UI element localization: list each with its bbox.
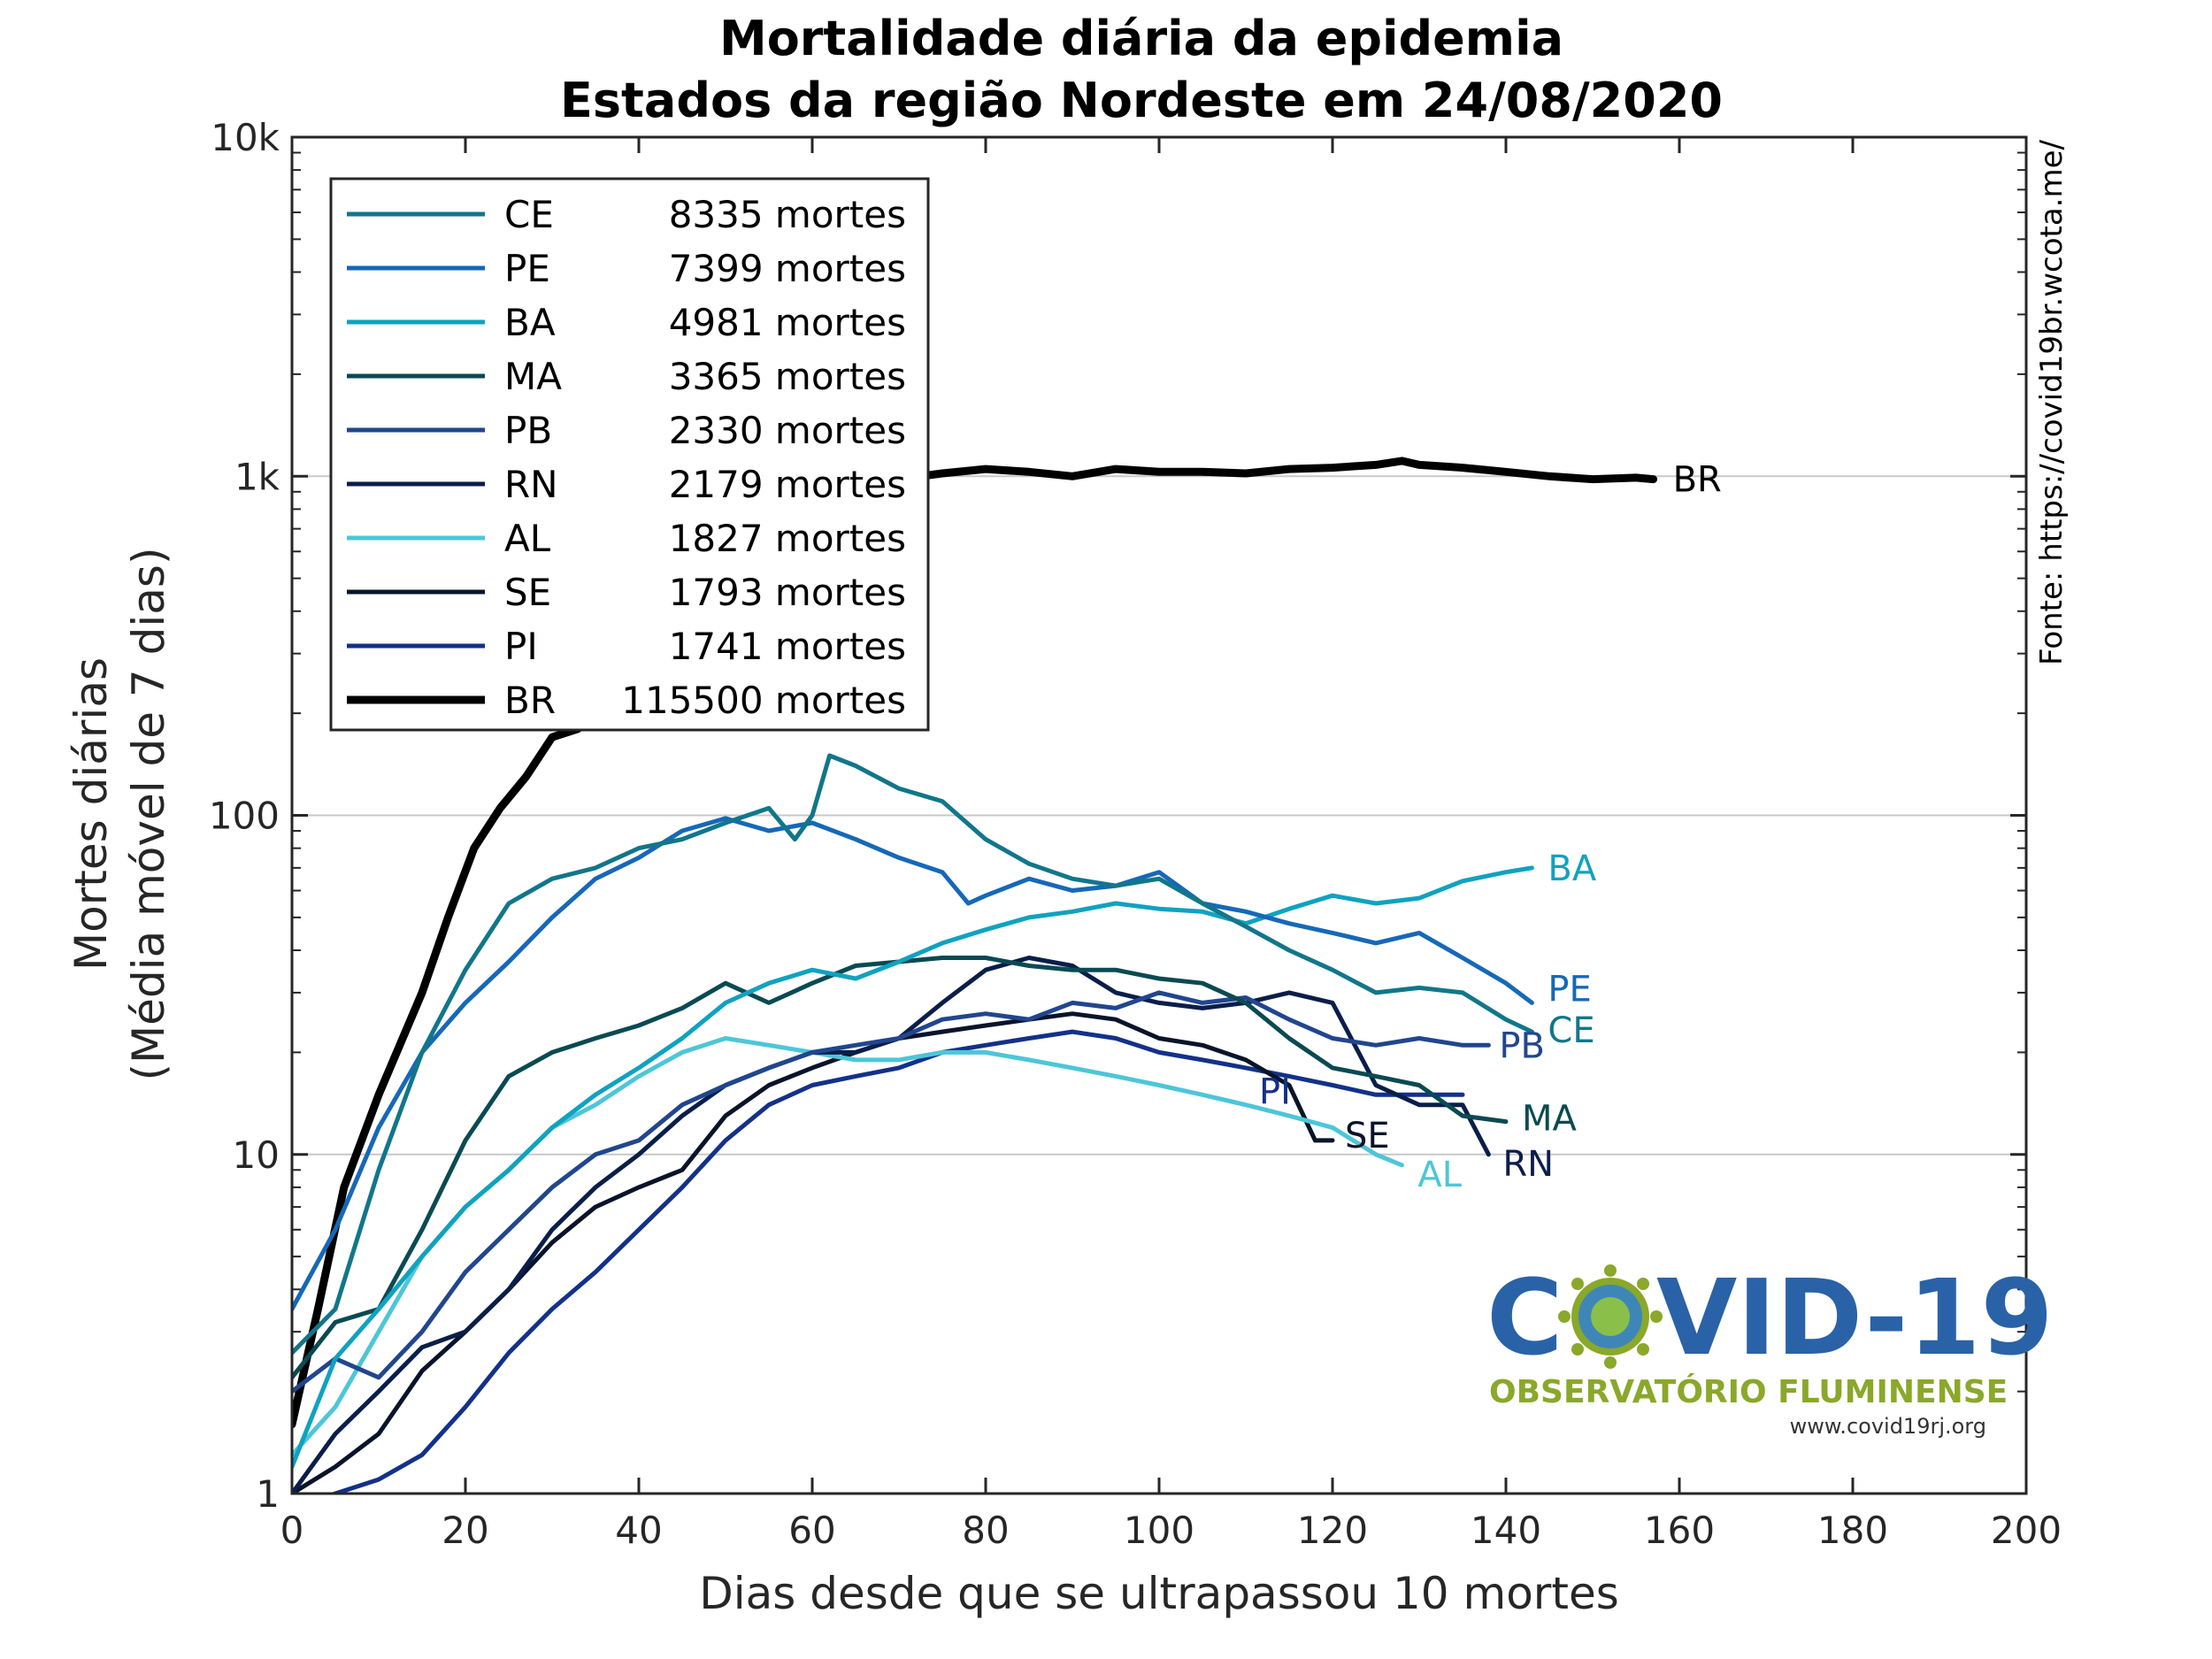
legend-box (329, 177, 930, 732)
end-label-rn: RN (1502, 1144, 1554, 1185)
minor-ticks (292, 151, 2026, 1393)
end-label-al: AL (1417, 1155, 1462, 1195)
x-tick-label: 40 (615, 1509, 662, 1552)
y-axis-ticks: 1 10 100 1k 10k (209, 116, 2026, 1516)
logo-text-c: C (1486, 1256, 1563, 1379)
series-line-pb (292, 990, 1491, 1394)
legend-total-al: 1827 mortes (669, 517, 906, 560)
legend-name-al: AL (504, 517, 551, 560)
x-tick-label: 140 (1471, 1509, 1541, 1552)
x-tick-label: 100 (1124, 1509, 1194, 1552)
legend-name-pe: PE (504, 247, 550, 290)
end-label-ma: MA (1522, 1099, 1578, 1140)
legend-total-se: 1793 mortes (669, 571, 906, 614)
x-tick-label: 80 (962, 1509, 1009, 1552)
end-label-se: SE (1345, 1116, 1390, 1156)
end-label-pb: PB (1499, 1025, 1545, 1066)
legend-total-pe: 7399 mortes (669, 247, 906, 290)
legend-name-ce: CE (504, 193, 554, 236)
x-tick-label: 0 (280, 1509, 304, 1552)
legend-name-ma: MA (504, 355, 562, 398)
x-tick-label: 120 (1297, 1509, 1368, 1552)
legend-total-ma: 3365 mortes (669, 355, 906, 398)
legend-total-br: 115500 mortes (621, 679, 906, 722)
x-tick-label: 180 (1817, 1509, 1888, 1552)
legend-name-pi: PI (504, 625, 538, 668)
legend-name-pb: PB (504, 409, 552, 452)
y-tick-label: 1k (234, 455, 280, 498)
end-label-ba: BA (1548, 849, 1596, 889)
chart-title: Mortalidade diária da epidemia (719, 11, 1563, 66)
covid19-logo: C VID-19 OBSERVATÓRIO FLUMINENSE www.cov… (1486, 1256, 2054, 1439)
legend-name-br: BR (504, 679, 556, 722)
legend-total-ce: 8335 mortes (669, 193, 906, 236)
legend-total-pb: 2330 mortes (669, 409, 906, 452)
series-line-ba (292, 865, 1534, 1470)
virus-icon (1558, 1264, 1663, 1369)
end-label-pi: PI (1259, 1071, 1291, 1112)
legend-name-ba: BA (504, 301, 556, 344)
legend-total-rn: 2179 mortes (669, 463, 906, 506)
x-tick-label: 200 (1991, 1509, 2062, 1552)
legend: CE 8335 mortes PE 7399 mortes BA 4981 mortes M… (329, 177, 930, 732)
logo-url: www.covid19rj.org (1790, 1414, 1986, 1439)
y-axis-label-line1: Mortes diárias (65, 657, 117, 971)
series-line-ce (292, 753, 1534, 1356)
legend-name-se: SE (504, 571, 551, 614)
end-label-ce: CE (1548, 1010, 1594, 1051)
series-line-pe (292, 816, 1534, 1311)
y-axis-label-line2: (Média móvel de 7 dias) (123, 548, 174, 1081)
legend-total-pi: 1741 mortes (669, 625, 906, 668)
end-label-pe: PE (1548, 969, 1591, 1010)
x-tick-label: 60 (788, 1509, 835, 1552)
legend-total-ba: 4981 mortes (669, 301, 906, 344)
x-axis-ticks: 0 20 40 60 80 100 120 140 160 180 200 (280, 137, 2062, 1552)
y-tick-label: 10k (211, 116, 280, 159)
x-tick-label: 20 (442, 1509, 488, 1552)
y-tick-label: 10 (233, 1133, 280, 1177)
plot-frame (290, 135, 2028, 1495)
x-axis-label: Dias desde que se ultrapassou 10 mortes (699, 1568, 1619, 1619)
y-tick-label: 100 (209, 795, 280, 838)
x-tick-label: 160 (1644, 1509, 1715, 1552)
end-label-br: BR (1673, 460, 1722, 501)
chart-subtitle: Estados da região Nordeste em 24/08/2020 (560, 73, 1723, 128)
source-note: Fonte: https://covid19br.wcota.me/ (2034, 139, 2070, 665)
logo-text-vid19: VID-19 (1656, 1256, 2054, 1379)
legend-name-rn: RN (504, 463, 558, 506)
y-tick-label: 1 (256, 1472, 280, 1516)
logo-subtitle: OBSERVATÓRIO FLUMINENSE (1489, 1373, 2008, 1410)
